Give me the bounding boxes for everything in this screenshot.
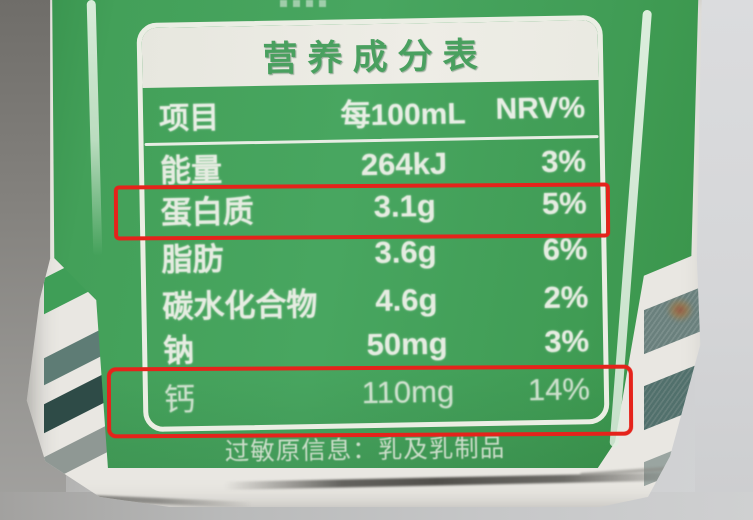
- nutrition-row-carbohydrate: 碳水化合物 4.6g 2%: [146, 274, 603, 326]
- header-item: 项目: [158, 101, 220, 136]
- nutrient-amount: 4.6g: [375, 281, 438, 318]
- background-right: [695, 0, 753, 520]
- highlight-box-calcium: [106, 364, 634, 439]
- nutrient-nrv: 3%: [543, 322, 590, 359]
- side-stripe-dark: [44, 371, 108, 434]
- nutrient-amount: 50mg: [366, 325, 448, 362]
- foil-reflection: [662, 294, 698, 326]
- carton-crease-shadow: [223, 472, 697, 490]
- header-amount: 每100mL: [340, 96, 466, 133]
- table-title: 营养成分表: [262, 35, 488, 79]
- header-nrv: NRV%: [495, 90, 586, 126]
- nutrient-amount: 264kJ: [360, 145, 448, 182]
- table-title-band: 营养成分表: [141, 20, 599, 89]
- table-header-row: 项目 每100mL NRV%: [143, 80, 600, 143]
- nutrient-name: 钠: [162, 333, 195, 369]
- milk-carton: 营养成分表 项目 每100mL NRV% 能量 264kJ 3% 蛋白质 3.1…: [26, 0, 702, 507]
- nutrient-nrv: 2%: [543, 278, 589, 315]
- cropped-top-text: [280, 0, 332, 7]
- nutrient-nrv: 3%: [540, 142, 587, 179]
- highlight-box-protein: [113, 182, 611, 241]
- nutrient-name: 碳水化合物: [162, 286, 318, 325]
